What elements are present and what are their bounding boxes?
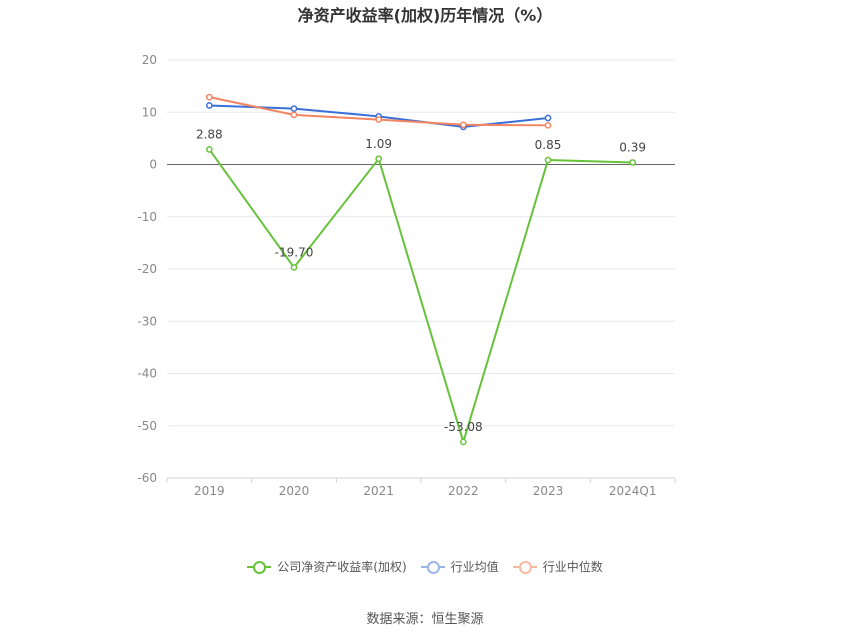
legend-label-industry-median: 行业中位数 (542, 560, 603, 574)
data-point (375, 155, 383, 163)
x-tick-label: 2024Q1 (609, 484, 657, 498)
y-tick-label: -20 (137, 262, 157, 276)
data-label: 0.39 (619, 140, 646, 154)
x-tick-label: 2023 (533, 484, 564, 498)
x-tick-label: 2019 (194, 484, 225, 498)
data-point (205, 146, 213, 153)
line-chart: 20 10 0 -10 -20 -30 -40 -50 -60 2019 2020 2021 2022 2… (137, 53, 676, 498)
x-tick-label: 2020 (279, 484, 310, 498)
y-tick-label: 20 (142, 53, 157, 67)
legend-label-industry-mean: 行业均值 (450, 560, 499, 574)
data-point (629, 159, 637, 166)
data-point (205, 102, 213, 109)
legend: 公司净资产收益率(加权) 行业均值 行业中位数 (0, 558, 850, 575)
data-point (544, 114, 552, 122)
legend-swatch-company-roe-icon (247, 560, 272, 574)
legend-swatch-industry-median-icon (512, 560, 537, 574)
data-label: 2.88 (196, 127, 223, 141)
data-point (544, 156, 552, 164)
y-tick-label: -30 (137, 314, 157, 328)
legend-label-company-roe: 公司净资产收益率(加权) (277, 560, 407, 574)
data-label: -53.08 (444, 420, 483, 434)
data-point (290, 264, 298, 271)
x-tick-label: 2022 (448, 484, 479, 498)
y-tick-label: 0 (149, 158, 157, 172)
data-label: -19.70 (275, 245, 314, 259)
y-tick-label: 10 (142, 105, 157, 119)
legend-item-company-roe[interactable]: 公司净资产收益率(加权) (247, 558, 407, 575)
data-label: 0.85 (535, 138, 562, 152)
chart-title: 净资产收益率(加权)历年情况（%） (297, 6, 553, 25)
data-point (544, 121, 552, 129)
y-tick-label: -60 (137, 471, 157, 485)
data-point (459, 438, 467, 446)
data-point (205, 93, 213, 101)
data-source: 数据来源：恒生聚源 (366, 612, 484, 627)
legend-item-industry-median[interactable]: 行业中位数 (512, 558, 603, 575)
series-line-0 (208, 148, 633, 443)
data-label: 1.09 (365, 137, 392, 151)
legend-item-industry-mean[interactable]: 行业均值 (420, 558, 499, 575)
x-tick-label: 2021 (363, 484, 394, 498)
data-point (290, 105, 298, 112)
y-tick-label: -40 (137, 367, 157, 381)
y-tick-label: -10 (137, 210, 157, 224)
legend-swatch-industry-mean-icon (420, 560, 445, 574)
y-tick-label: -50 (137, 419, 157, 433)
data-point (375, 116, 383, 123)
data-point (290, 111, 298, 119)
data-point (459, 121, 467, 129)
